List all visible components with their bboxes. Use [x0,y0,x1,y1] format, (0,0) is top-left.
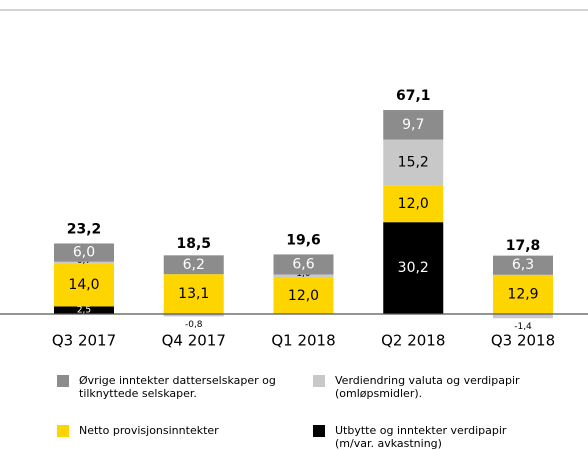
legend-label: Verdiendring valuta og verdipapir (omløp… [335,374,520,400]
segment-label: 9,7 [402,117,424,133]
bar-segment [163,274,224,314]
segment-label: 6,0 [73,245,95,261]
total-label: 19,6 [286,232,321,248]
bar-segment [273,254,334,275]
segment-label: -1,4 [514,322,532,332]
legend-label: Netto provisjonsinntekter [79,424,219,437]
bar-segment [493,314,553,319]
segment-label: 12,0 [398,196,429,212]
segment-label: 15,2 [398,155,429,171]
segment-label: -0,8 [185,320,203,330]
segment-label: 6,3 [512,257,534,273]
bar-segment [54,306,114,314]
total-label: 18,5 [176,236,211,252]
x-tick-label: Q2 2018 [381,332,445,350]
bar-segment [273,277,334,314]
segment-label: 2,5 [77,306,91,316]
segment-label: 6,6 [292,256,314,272]
bar-segment [163,255,224,275]
x-tick-label: Q4 2017 [162,332,226,350]
x-tick-label: Q3 2017 [52,332,116,350]
legend-swatch [313,375,325,387]
total-label: 67,1 [396,88,431,104]
bar-segment [383,222,444,314]
legend-swatch [57,375,69,387]
bar-segment [493,255,553,275]
segment-label: 14,0 [68,277,99,293]
legend-label: Øvrige inntekter datterselskaper og tilk… [79,374,276,400]
bar-segment [163,314,224,317]
bar-segment [54,243,114,262]
x-tick-label: Q1 2018 [271,332,335,350]
legend-swatch [57,425,69,437]
segment-label: 6,2 [183,257,205,273]
bar-segment [493,274,553,314]
legend-swatch [313,425,325,437]
bar-segment [383,139,444,186]
segment-label: 12,9 [507,286,538,302]
x-tick-label: Q3 2018 [491,332,555,350]
segment-label: 30,2 [398,260,429,276]
total-label: 23,2 [67,221,102,237]
bar-segment [54,263,114,307]
segment-label: 13,1 [178,286,209,302]
bar-segment [273,274,334,278]
legend-label: Utbytte og inntekter verdipapir (m/var. … [335,424,507,450]
total-label: 17,8 [506,238,541,254]
segment-label: 12,0 [288,288,319,304]
bar-segment [383,185,444,223]
bar-segment [54,261,114,264]
bar-segment [383,110,444,140]
